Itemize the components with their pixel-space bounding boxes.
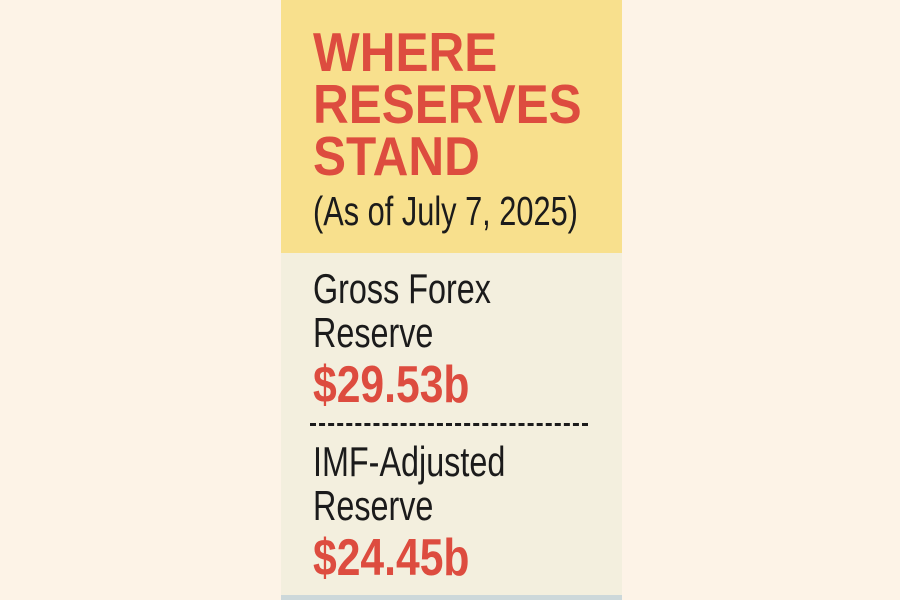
stat-gross-forex-reserve: Gross Forex Reserve $29.53b	[313, 267, 622, 414]
card-subtitle-date: (As of July 7, 2025)	[313, 188, 578, 234]
bottom-strip	[281, 595, 622, 600]
stat-label: IMF-Adjusted Reserve	[313, 440, 551, 528]
card-body: Gross Forex Reserve $29.53b IMF-Adjusted…	[281, 253, 622, 600]
stat-value: $29.53b	[313, 356, 470, 414]
stat-label-line-2: Reserve	[313, 482, 434, 529]
card-header: WHERE RESERVES STAND (As of July 7, 2025…	[281, 0, 622, 253]
stat-label-line-1: Gross Forex	[313, 265, 491, 312]
stat-value: $24.45b	[313, 529, 470, 587]
dashed-divider	[310, 423, 588, 426]
card-title-line-2: RESERVES	[313, 73, 582, 135]
card-title-line-1: WHERE	[313, 21, 498, 83]
card-title: WHERE RESERVES STAND	[313, 21, 591, 187]
stat-imf-adjusted-reserve: IMF-Adjusted Reserve $24.45b	[313, 440, 622, 587]
stat-label-line-2: Reserve	[313, 309, 434, 356]
stat-label: Gross Forex Reserve	[313, 267, 551, 355]
stat-label-line-1: IMF-Adjusted	[313, 438, 506, 485]
reserves-infographic-card: WHERE RESERVES STAND (As of July 7, 2025…	[281, 0, 622, 600]
card-title-line-3: STAND	[313, 125, 480, 187]
